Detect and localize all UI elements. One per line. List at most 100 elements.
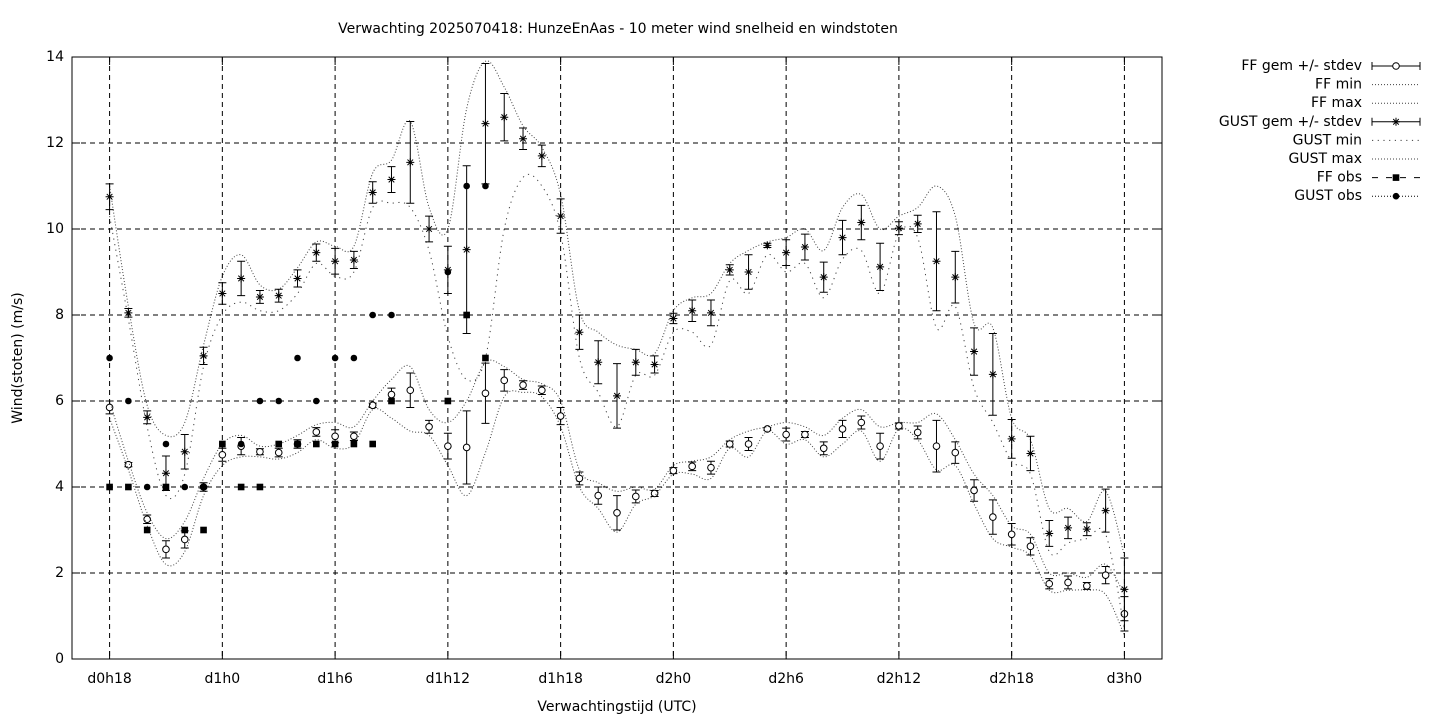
marker-shape <box>707 463 715 472</box>
marker-square <box>125 483 132 491</box>
marker-circle <box>350 354 358 362</box>
marker-shape <box>1007 530 1016 539</box>
marker-shape <box>894 224 903 233</box>
marker-shape <box>124 308 133 317</box>
marker-square <box>256 483 264 491</box>
legend-label: FF gem +/- stdev <box>1241 58 1362 74</box>
marker-open-circle <box>406 386 415 395</box>
marker-shape <box>1064 523 1073 532</box>
marker-circle <box>143 483 151 491</box>
marker-shape <box>181 483 189 491</box>
marker-shape <box>500 376 509 385</box>
marker-shape <box>219 440 226 448</box>
marker-shape <box>838 425 847 433</box>
legend-label: GUST min <box>1293 132 1362 148</box>
marker-shape <box>162 483 170 491</box>
marker-shape <box>782 248 791 257</box>
marker-asterisk <box>406 158 415 167</box>
y-tick-label: 6 <box>55 393 64 409</box>
marker-open-circle <box>481 389 490 398</box>
plot-frame <box>71 56 1163 660</box>
marker-asterisk <box>500 113 509 122</box>
marker-shape <box>1392 192 1400 200</box>
marker-shape <box>105 403 114 412</box>
marker-asterisk <box>575 328 584 337</box>
marker-shape <box>349 255 358 264</box>
marker-circle <box>331 354 339 362</box>
marker-shape <box>237 440 245 448</box>
marker-open-circle <box>444 442 452 450</box>
x-tick-label: d2h6 <box>768 671 804 687</box>
x-tick-label: d1h12 <box>426 671 470 687</box>
marker-shape <box>181 526 189 534</box>
marker-shape <box>274 291 283 300</box>
marker-asterisk <box>255 292 264 301</box>
marker-shape <box>819 444 828 453</box>
marker-shape <box>800 243 809 252</box>
marker-shape <box>556 212 565 221</box>
legend-label: FF min <box>1315 77 1362 93</box>
marker-shape <box>275 397 283 405</box>
marker-shape <box>331 432 339 441</box>
marker-open-circle <box>387 390 396 399</box>
marker-open-circle <box>613 509 621 517</box>
marker-asterisk <box>161 469 170 478</box>
marker-shape <box>970 347 979 356</box>
marker-asterisk <box>838 233 847 242</box>
marker-shape <box>725 440 734 448</box>
y-tick-label: 14 <box>46 49 64 65</box>
marker-shape <box>1082 525 1091 534</box>
marker-shape <box>481 119 490 128</box>
marker-open-circle <box>162 545 170 554</box>
marker-asterisk <box>537 151 546 160</box>
marker-asterisk <box>481 119 490 128</box>
marker-open-circle <box>368 401 377 410</box>
marker-asterisk <box>782 248 791 257</box>
x-axis-label: Verwachtingstijd (UTC) <box>537 699 696 715</box>
x-tick-label: d1h6 <box>317 671 353 687</box>
marker-square <box>313 440 320 448</box>
marker-asterisk <box>312 248 321 257</box>
marker-open-circle <box>1064 578 1072 587</box>
marker-open-circle <box>763 425 772 433</box>
marker-asterisk <box>688 306 697 315</box>
marker-open-circle <box>105 403 114 412</box>
marker-shape <box>951 273 960 282</box>
marker-shape <box>1083 582 1091 590</box>
marker-shape <box>218 450 227 459</box>
marker-open-circle <box>519 381 527 389</box>
marker-shape <box>294 440 301 448</box>
marker-shape <box>594 358 603 367</box>
marker-circle <box>200 483 207 491</box>
marker-square <box>388 397 395 405</box>
marker-asterisk <box>556 212 565 221</box>
marker-shape <box>688 306 697 315</box>
marker-asterisk <box>725 265 734 274</box>
marker-shape <box>255 292 264 301</box>
x-tick-label: d1h0 <box>205 671 241 687</box>
marker-shape <box>125 397 132 405</box>
marker-shape <box>988 370 997 379</box>
y-tick-label: 2 <box>55 565 64 581</box>
marker-shape <box>425 225 434 233</box>
marker-shape <box>256 397 264 405</box>
marker-shape <box>706 308 715 317</box>
marker-shape <box>519 134 528 143</box>
marker-asterisk <box>800 243 809 252</box>
marker-shape <box>876 442 884 450</box>
y-tick-label: 12 <box>46 135 64 151</box>
marker-shape <box>481 389 490 398</box>
marker-open-circle <box>688 462 696 471</box>
marker-shape <box>1026 542 1035 551</box>
marker-shape <box>350 432 358 441</box>
marker-open-circle <box>1101 571 1110 579</box>
marker-open-circle <box>350 432 358 441</box>
marker-shape <box>482 354 489 362</box>
marker-shape <box>1045 529 1054 538</box>
marker-open-circle <box>631 492 640 501</box>
marker-shape <box>1101 571 1110 579</box>
y-tick-label: 10 <box>46 221 64 237</box>
marker-open-circle <box>425 423 433 431</box>
marker-open-circle <box>1045 579 1054 588</box>
marker-asterisk <box>124 308 133 317</box>
